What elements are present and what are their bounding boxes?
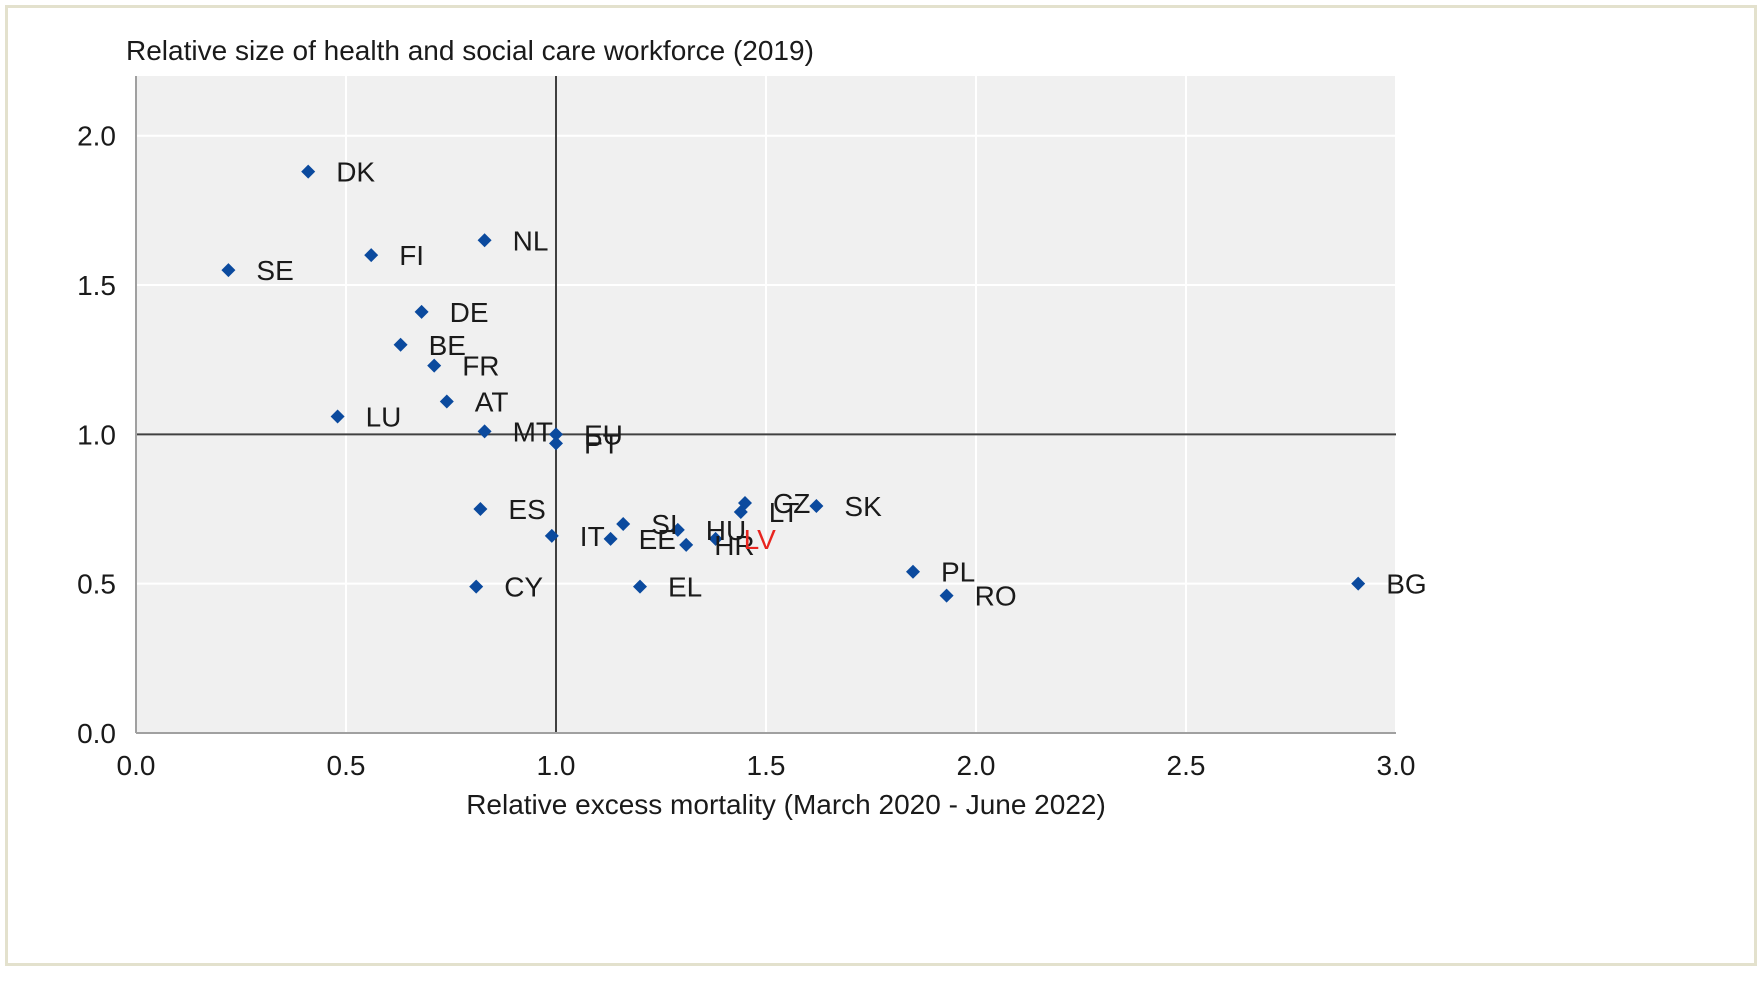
axes: [135, 76, 1396, 734]
x-tick-label: 2.5: [1167, 750, 1206, 781]
label-cy: CY: [504, 572, 543, 603]
label-hr: HR: [714, 530, 754, 561]
point-cz: [738, 496, 752, 511]
reference-lines: [136, 76, 1396, 733]
label-lu: LU: [366, 401, 402, 432]
point-it: [544, 528, 559, 543]
point-at: [439, 394, 454, 409]
y-tick-label: 0.5: [77, 569, 116, 600]
x-tick-label: 1.0: [537, 750, 576, 781]
x-tick-label: 3.0: [1377, 750, 1416, 781]
x-tick-label: 2.0: [957, 750, 996, 781]
point-be: [393, 337, 408, 352]
label-it: IT: [580, 521, 605, 552]
point-nl: [477, 233, 492, 248]
point-si: [616, 516, 631, 531]
point-pt: [549, 436, 563, 451]
label-se: SE: [256, 255, 293, 286]
label-at: AT: [475, 387, 509, 418]
chart-frame: 0.0 0.5 1.0 1.5 2.0 0.0 0.5 1.0 1.5 2.0 2.5 3.0 DK…: [5, 5, 1757, 966]
point-bg: [1351, 576, 1366, 591]
point-ro: [939, 588, 954, 603]
y-tick-label: 1.5: [77, 270, 116, 301]
point-mt: [477, 424, 492, 439]
label-ee: EE: [639, 524, 676, 555]
x-tick-label: 0.5: [327, 750, 366, 781]
point-es: [473, 502, 488, 517]
label-be: BE: [429, 330, 466, 361]
label-ro: RO: [975, 581, 1017, 612]
point-cy: [469, 579, 484, 594]
label-de: DE: [450, 297, 489, 328]
label-si: SI: [651, 509, 677, 540]
point-hu: [670, 522, 685, 537]
y-tick-label: 1.0: [77, 419, 116, 450]
y-tick-labels: 0.0 0.5 1.0 1.5 2.0: [77, 121, 116, 749]
label-es: ES: [508, 494, 545, 525]
y-tick-label: 0.0: [77, 718, 116, 749]
point-de: [414, 304, 429, 319]
label-bg: BG: [1386, 569, 1426, 600]
point-lu: [330, 409, 345, 424]
x-tick-label: 0.0: [117, 750, 156, 781]
y-tick-label: 2.0: [77, 121, 116, 152]
label-lv: LV: [744, 524, 776, 555]
y-axis-title: Relative size of health and social care …: [126, 35, 814, 66]
point-eu: [549, 427, 563, 442]
label-pl: PL: [941, 557, 975, 588]
label-dk: DK: [336, 157, 375, 188]
label-mt: MT: [513, 416, 553, 447]
point-fr: [427, 358, 442, 373]
data-points: [221, 164, 1366, 603]
label-nl: NL: [513, 225, 549, 256]
point-hr: [679, 537, 694, 552]
label-lt: LT: [769, 497, 800, 528]
label-cz: CZ: [773, 488, 810, 519]
point-fi: [364, 248, 379, 263]
label-fr: FR: [462, 351, 499, 382]
point-el: [633, 579, 647, 594]
x-tick-label: 1.5: [747, 750, 786, 781]
label-fi: FI: [399, 240, 424, 271]
label-sk: SK: [844, 491, 882, 522]
x-axis-title: Relative excess mortality (March 2020 - …: [466, 789, 1106, 820]
scatter-chart: 0.0 0.5 1.0 1.5 2.0 0.0 0.5 1.0 1.5 2.0 2.5 3.0 DK…: [77, 35, 1427, 820]
label-el: EL: [668, 572, 702, 603]
x-tick-labels: 0.0 0.5 1.0 1.5 2.0 2.5 3.0: [117, 750, 1416, 781]
label-pt: PT: [584, 428, 620, 459]
point-dk: [301, 164, 316, 179]
point-se: [221, 263, 236, 278]
point-ee: [603, 531, 618, 546]
label-eu: EU: [584, 419, 623, 450]
point-lv: [708, 531, 723, 546]
label-hu: HU: [706, 515, 746, 546]
point-sk: [809, 499, 824, 514]
point-pl: [906, 564, 920, 579]
